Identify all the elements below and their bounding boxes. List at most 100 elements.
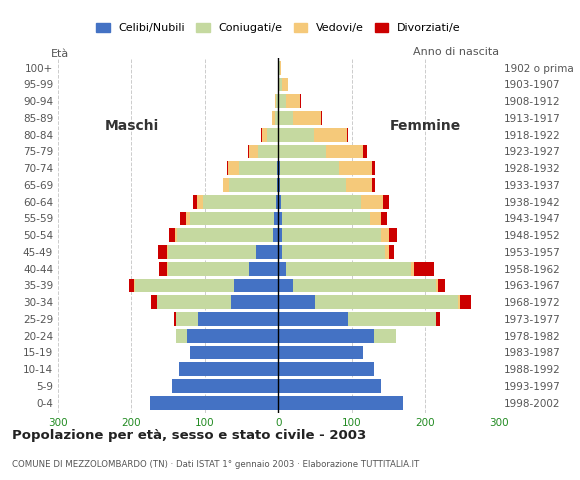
Bar	[280, 178, 346, 192]
Bar	[276, 195, 278, 209]
Bar	[274, 212, 278, 225]
Bar	[339, 161, 372, 175]
Bar	[278, 178, 280, 192]
Bar	[239, 161, 277, 175]
Bar	[278, 195, 281, 209]
Bar	[275, 94, 276, 108]
Bar	[276, 94, 278, 108]
Bar	[174, 312, 176, 326]
Bar	[278, 396, 403, 409]
Bar	[293, 111, 321, 125]
Bar	[278, 245, 282, 259]
Bar	[277, 178, 278, 192]
Bar	[280, 161, 339, 175]
Bar	[372, 161, 375, 175]
Legend: Celibi/Nubili, Coniugati/e, Vedovi/e, Divorziati/e: Celibi/Nubili, Coniugati/e, Vedovi/e, Di…	[92, 19, 465, 38]
Bar	[278, 312, 348, 326]
Bar	[278, 346, 363, 360]
Bar	[278, 94, 286, 108]
Bar	[293, 278, 436, 292]
Text: Età: Età	[50, 49, 69, 59]
Bar	[278, 262, 286, 276]
Bar	[151, 295, 157, 309]
Bar	[249, 144, 258, 158]
Bar	[248, 144, 249, 158]
Bar	[249, 262, 278, 276]
Bar	[363, 144, 367, 158]
Bar	[190, 346, 278, 360]
Bar	[389, 228, 397, 242]
Bar	[150, 396, 278, 409]
Bar	[281, 195, 361, 209]
Bar	[186, 212, 190, 225]
Bar	[278, 295, 315, 309]
Bar	[278, 61, 280, 74]
Bar	[282, 228, 381, 242]
Bar	[275, 111, 278, 125]
Bar	[278, 362, 374, 376]
Bar	[321, 111, 322, 125]
Bar	[278, 128, 314, 142]
Bar	[286, 94, 300, 108]
Bar	[372, 178, 375, 192]
Text: Popolazione per età, sesso e stato civile - 2003: Popolazione per età, sesso e stato civil…	[12, 429, 366, 442]
Text: COMUNE DI MEZZOLOMBARDO (TN) · Dati ISTAT 1° gennaio 2003 · Elaborazione TUTTITA: COMUNE DI MEZZOLOMBARDO (TN) · Dati ISTA…	[12, 459, 419, 468]
Bar	[261, 128, 262, 142]
Bar	[166, 245, 168, 259]
Bar	[282, 245, 385, 259]
Bar	[414, 262, 434, 276]
Bar	[258, 144, 278, 158]
Bar	[326, 144, 363, 158]
Bar	[169, 228, 175, 242]
Bar	[278, 278, 293, 292]
Bar	[278, 329, 374, 343]
Bar	[436, 312, 440, 326]
Bar	[389, 245, 394, 259]
Bar	[460, 295, 471, 309]
Bar	[129, 278, 135, 292]
Bar	[190, 212, 274, 225]
Bar	[383, 195, 389, 209]
Bar	[347, 128, 348, 142]
Bar	[256, 245, 278, 259]
Text: Femmine: Femmine	[390, 120, 461, 133]
Bar	[262, 128, 267, 142]
Bar	[314, 128, 347, 142]
Bar	[348, 312, 436, 326]
Bar	[385, 245, 389, 259]
Bar	[187, 329, 278, 343]
Bar	[157, 295, 231, 309]
Bar	[286, 262, 411, 276]
Bar	[177, 228, 273, 242]
Bar	[280, 61, 281, 74]
Bar	[176, 312, 198, 326]
Bar	[223, 178, 229, 192]
Bar	[175, 228, 177, 242]
Bar	[203, 195, 276, 209]
Bar	[176, 329, 187, 343]
Bar	[438, 278, 445, 292]
Bar	[172, 379, 278, 393]
Bar	[158, 245, 166, 259]
Bar	[361, 195, 383, 209]
Bar	[227, 161, 228, 175]
Bar	[231, 295, 278, 309]
Bar	[193, 195, 197, 209]
Bar	[278, 78, 282, 91]
Bar	[278, 212, 282, 225]
Bar	[168, 245, 256, 259]
Bar	[197, 195, 203, 209]
Bar	[278, 144, 326, 158]
Bar	[278, 379, 381, 393]
Bar	[436, 278, 438, 292]
Bar	[198, 312, 278, 326]
Bar	[277, 161, 278, 175]
Bar	[300, 94, 301, 108]
Bar	[229, 178, 277, 192]
Bar	[278, 228, 282, 242]
Bar	[346, 178, 372, 192]
Bar	[278, 111, 293, 125]
Bar	[370, 212, 381, 225]
Bar	[168, 262, 249, 276]
Text: Anno di nascita: Anno di nascita	[413, 47, 499, 57]
